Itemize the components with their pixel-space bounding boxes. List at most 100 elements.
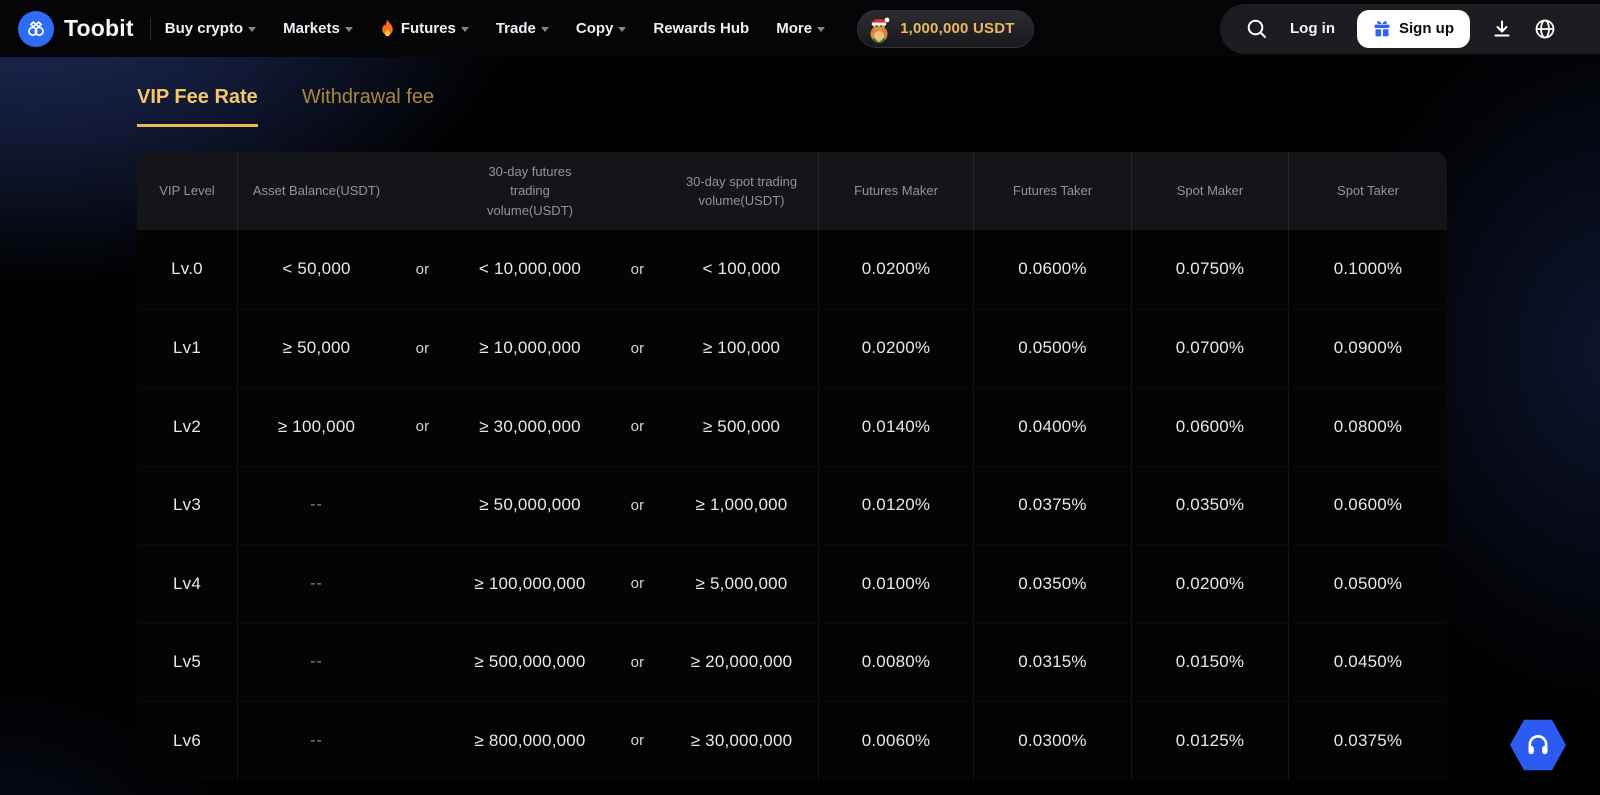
header-asset-balance: Asset Balance(USDT): [237, 152, 395, 230]
nav-item-label: Buy crypto: [164, 20, 244, 37]
brand[interactable]: Toobit: [18, 10, 134, 47]
support-button[interactable]: [1510, 719, 1566, 771]
header-spot-volume-label: 30-day spot trading volume(USDT): [685, 173, 798, 209]
brand-name: Toobit: [64, 15, 134, 41]
globe-icon[interactable]: [1534, 18, 1556, 40]
cell-asset-balance: < 50,000: [237, 230, 395, 309]
table-row: Lv2 ≥ 100,000 or ≥ 30,000,000 or ≥ 500,0…: [137, 387, 1447, 466]
header-spot-taker: Spot Taker: [1288, 152, 1447, 230]
cell-spot-taker: 0.0500%: [1288, 545, 1447, 623]
cell-or: or: [415, 339, 430, 357]
header-futures-volume: 30-day futures trading volume(USDT): [450, 152, 610, 230]
cell-or: or: [415, 260, 430, 278]
cell-or: [395, 467, 450, 545]
cell-asset-balance: ≥ 50,000: [237, 309, 395, 387]
header-spacer: [610, 152, 665, 230]
cell-or: or: [630, 732, 645, 750]
chevron-down-icon: [248, 27, 257, 32]
nav-item-buy-crypto[interactable]: Buy crypto: [164, 20, 257, 37]
tab-withdrawal-fee[interactable]: Withdrawal fee: [301, 86, 435, 108]
header-spot-volume: 30-day spot trading volume(USDT): [665, 152, 818, 230]
nav-item-trade[interactable]: Trade: [496, 20, 549, 37]
cell-spot-taker: 0.1000%: [1288, 230, 1447, 309]
cell-spot-volume: ≥ 100,000: [702, 338, 781, 358]
cell-spot-taker: 0.0600%: [1288, 466, 1447, 544]
chevron-down-icon: [344, 27, 353, 32]
cell-spot-taker: 0.0800%: [1288, 388, 1447, 466]
cell-vip-level: Lv3: [172, 495, 201, 515]
cell-vip-level: Lv6: [172, 730, 201, 750]
table-body: Lv.0 < 50,000 or < 10,000,000 or < 100,0…: [137, 230, 1447, 780]
cell-spot-maker: 0.0700%: [1131, 309, 1288, 387]
table-row: Lv1 ≥ 50,000 or ≥ 10,000,000 or ≥ 100,00…: [137, 309, 1447, 387]
cell-spot-volume: < 100,000: [702, 259, 781, 279]
cell-futures-volume: ≥ 500,000,000: [474, 652, 586, 672]
nav-item-label: Trade: [495, 20, 536, 37]
cell-or: or: [630, 418, 645, 436]
cell-futures-maker: 0.0060%: [818, 702, 973, 780]
nav-menu: Buy crypto Markets Futures Trade Copy Re…: [164, 19, 826, 37]
nav-item-rewards-hub[interactable]: Rewards Hub: [653, 20, 749, 37]
cell-spot-maker: 0.0200%: [1131, 545, 1288, 623]
flame-icon: [380, 19, 395, 37]
cell-or: or: [630, 496, 645, 514]
nav-right-cluster: Log in Sign up: [1220, 3, 1600, 54]
nav-item-label: Markets: [283, 20, 340, 37]
cell-vip-level: Lv4: [172, 573, 201, 593]
bonus-badge[interactable]: 1,000,000 USDT: [857, 9, 1034, 48]
cell-futures-maker: 0.0100%: [818, 545, 973, 623]
cell-spot-volume: ≥ 500,000: [702, 416, 781, 436]
page-background: VIP Fee Rate Withdrawal fee VIP Level As…: [0, 57, 1600, 795]
table-header-row: VIP Level Asset Balance(USDT) 30-day fut…: [137, 152, 1447, 230]
toobit-logo-icon: [18, 10, 54, 47]
nav-item-label: Copy: [575, 20, 614, 37]
cell-futures-maker: 0.0200%: [818, 309, 973, 387]
cell-asset-balance: --: [237, 466, 395, 544]
nav-item-more[interactable]: More: [776, 20, 826, 37]
cell-futures-maker: 0.0080%: [818, 623, 973, 701]
nav-item-copy[interactable]: Copy: [576, 20, 627, 37]
cell-futures-taker: 0.0350%: [973, 545, 1131, 623]
chevron-down-icon: [540, 27, 549, 32]
cell-futures-taker: 0.0400%: [973, 388, 1131, 466]
header-spot-maker: Spot Maker: [1131, 152, 1288, 230]
cell-vip-level: Lv2: [172, 416, 201, 436]
signup-button[interactable]: Sign up: [1357, 9, 1470, 48]
cell-spot-taker: 0.0900%: [1288, 309, 1447, 387]
cell-spot-volume: ≥ 30,000,000: [690, 730, 793, 750]
nav-item-futures[interactable]: Futures: [380, 19, 469, 37]
chevron-down-icon: [460, 27, 469, 32]
tab-vip-fee-rate[interactable]: VIP Fee Rate: [137, 86, 258, 127]
cell-or: or: [415, 418, 430, 436]
cell-spot-volume: ≥ 20,000,000: [690, 652, 793, 672]
cell-spot-volume: ≥ 1,000,000: [695, 495, 788, 515]
gift-icon: [1373, 20, 1391, 38]
table-row: Lv4 -- ≥ 100,000,000 or ≥ 5,000,000 0.01…: [137, 544, 1447, 623]
cell-futures-taker: 0.0375%: [973, 466, 1131, 544]
header-futures-volume-label: 30-day futures trading volume(USDT): [487, 163, 573, 218]
table-row: Lv.0 < 50,000 or < 10,000,000 or < 100,0…: [137, 230, 1447, 309]
search-icon[interactable]: [1246, 18, 1268, 40]
cell-or: or: [630, 575, 645, 593]
cell-vip-level: Lv.0: [171, 259, 203, 279]
cell-asset-balance: ≥ 100,000: [237, 388, 395, 466]
cell-asset-balance: --: [237, 545, 395, 623]
cell-futures-volume: ≥ 800,000,000: [474, 730, 586, 750]
cell-futures-maker: 0.0120%: [818, 466, 973, 544]
signup-label: Sign up: [1399, 20, 1454, 37]
cell-spot-maker: 0.0150%: [1131, 623, 1288, 701]
cell-spot-maker: 0.0125%: [1131, 702, 1288, 780]
cell-spot-maker: 0.0750%: [1131, 230, 1288, 309]
cell-futures-volume: ≥ 50,000,000: [479, 495, 581, 515]
bonus-amount: 1,000,000 USDT: [900, 20, 1015, 37]
login-button[interactable]: Log in: [1290, 20, 1335, 37]
cell-vip-level: Lv5: [172, 652, 201, 672]
cell-spot-maker: 0.0350%: [1131, 466, 1288, 544]
cell-futures-taker: 0.0600%: [973, 230, 1131, 309]
nav-item-markets[interactable]: Markets: [283, 20, 353, 37]
download-icon[interactable]: [1492, 19, 1512, 39]
nav-item-label: Rewards Hub: [653, 20, 750, 37]
header-futures-taker: Futures Taker: [973, 152, 1131, 230]
cell-spot-taker: 0.0375%: [1288, 702, 1447, 780]
cell-futures-maker: 0.0140%: [818, 388, 973, 466]
